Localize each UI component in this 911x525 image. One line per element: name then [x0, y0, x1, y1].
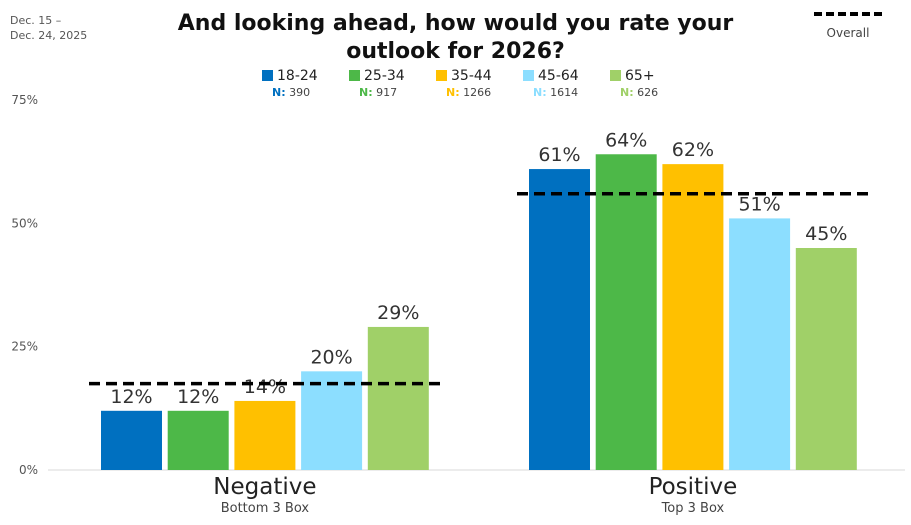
- legend-n-value: 917: [376, 86, 398, 99]
- overall-legend-label: Overall: [826, 26, 870, 40]
- bar-negative-35-44: [234, 400, 296, 470]
- bar-value-label: 12%: [177, 386, 219, 408]
- legend-swatch: [262, 70, 273, 81]
- legend-item-65-plus: 65+ N: 626: [610, 65, 700, 99]
- legend-n-prefix: N:: [533, 86, 547, 99]
- legend-n-value: 390: [289, 86, 311, 99]
- bar-positive-45-64: [729, 218, 791, 470]
- bar-value-label: 61%: [538, 144, 580, 166]
- bar-negative-65-plus: [367, 326, 429, 470]
- legend-n-prefix: N:: [359, 86, 373, 99]
- legend-sample-size: N: 626: [620, 86, 700, 99]
- bar-value-label: 51%: [738, 193, 780, 215]
- bar-value-label: 29%: [377, 302, 419, 324]
- category-label-positive: Positive: [649, 474, 738, 500]
- date-range-end: Dec. 24, 2025: [10, 29, 88, 42]
- category-sublabel-negative: Bottom 3 Box: [221, 501, 310, 516]
- bar-value-label: 45%: [805, 223, 847, 245]
- y-tick-label: 25%: [11, 340, 38, 354]
- date-range: Dec. 15 – Dec. 24, 2025: [10, 13, 87, 43]
- legend-swatch: [349, 70, 360, 81]
- legend-n-value: 626: [637, 86, 659, 99]
- legend-sample-size: N: 917: [359, 86, 439, 99]
- legend-item-45-64: 45-64 N: 1614: [523, 65, 613, 99]
- bar-value-label: 62%: [672, 139, 714, 161]
- category-label-negative: Negative: [213, 474, 316, 500]
- legend-swatch: [523, 70, 534, 81]
- legend-item-35-44: 35-44 N: 1266: [436, 65, 526, 99]
- y-tick-label: 75%: [11, 93, 38, 107]
- legend-sample-size: N: 1614: [533, 86, 613, 99]
- bar-value-label: 12%: [110, 386, 152, 408]
- legend-label: 65+: [625, 68, 655, 84]
- overall-legend: Overall: [803, 10, 893, 41]
- legend-n-prefix: N:: [272, 86, 286, 99]
- bar-negative-18-24: [101, 410, 162, 470]
- legend-n-value: 1266: [463, 86, 492, 99]
- legend-n-value: 1614: [550, 86, 579, 99]
- legend-swatch: [610, 70, 621, 81]
- legend-sample-size: N: 390: [272, 86, 352, 99]
- legend-item-18-24: 18-24 N: 390: [262, 65, 352, 99]
- chart-title-line-1: And looking ahead, how would you rate yo…: [177, 11, 734, 36]
- bar-positive-18-24: [529, 169, 590, 471]
- legend-label: 25-34: [364, 68, 405, 84]
- bar-positive-35-44: [662, 164, 724, 470]
- bar-value-label: 64%: [605, 129, 647, 151]
- y-tick-label: 50%: [11, 216, 38, 230]
- overall-legend-dash: [814, 12, 882, 16]
- bar-positive-25-34: [595, 154, 657, 470]
- bar-negative-25-34: [167, 410, 229, 470]
- legend-label: 45-64: [538, 68, 579, 84]
- chart-title: And looking ahead, how would you rate yo…: [0, 10, 911, 66]
- bar-positive-65-plus: [795, 248, 857, 470]
- bar-negative-45-64: [301, 371, 363, 470]
- bar-value-label: 14%: [244, 376, 286, 398]
- chart-title-line-2: outlook for 2026?: [346, 39, 565, 64]
- legend-sample-size: N: 1266: [446, 86, 526, 99]
- legend-n-prefix: N:: [446, 86, 460, 99]
- legend-item-25-34: 25-34 N: 917: [349, 65, 439, 99]
- y-tick-label: 0%: [19, 463, 38, 477]
- legend-label: 35-44: [451, 68, 492, 84]
- category-sublabel-positive: Top 3 Box: [661, 501, 725, 516]
- legend-swatch: [436, 70, 447, 81]
- date-range-start: Dec. 15 –: [10, 14, 62, 27]
- legend-n-prefix: N:: [620, 86, 634, 99]
- bar-value-label: 20%: [310, 346, 352, 368]
- legend-label: 18-24: [277, 68, 318, 84]
